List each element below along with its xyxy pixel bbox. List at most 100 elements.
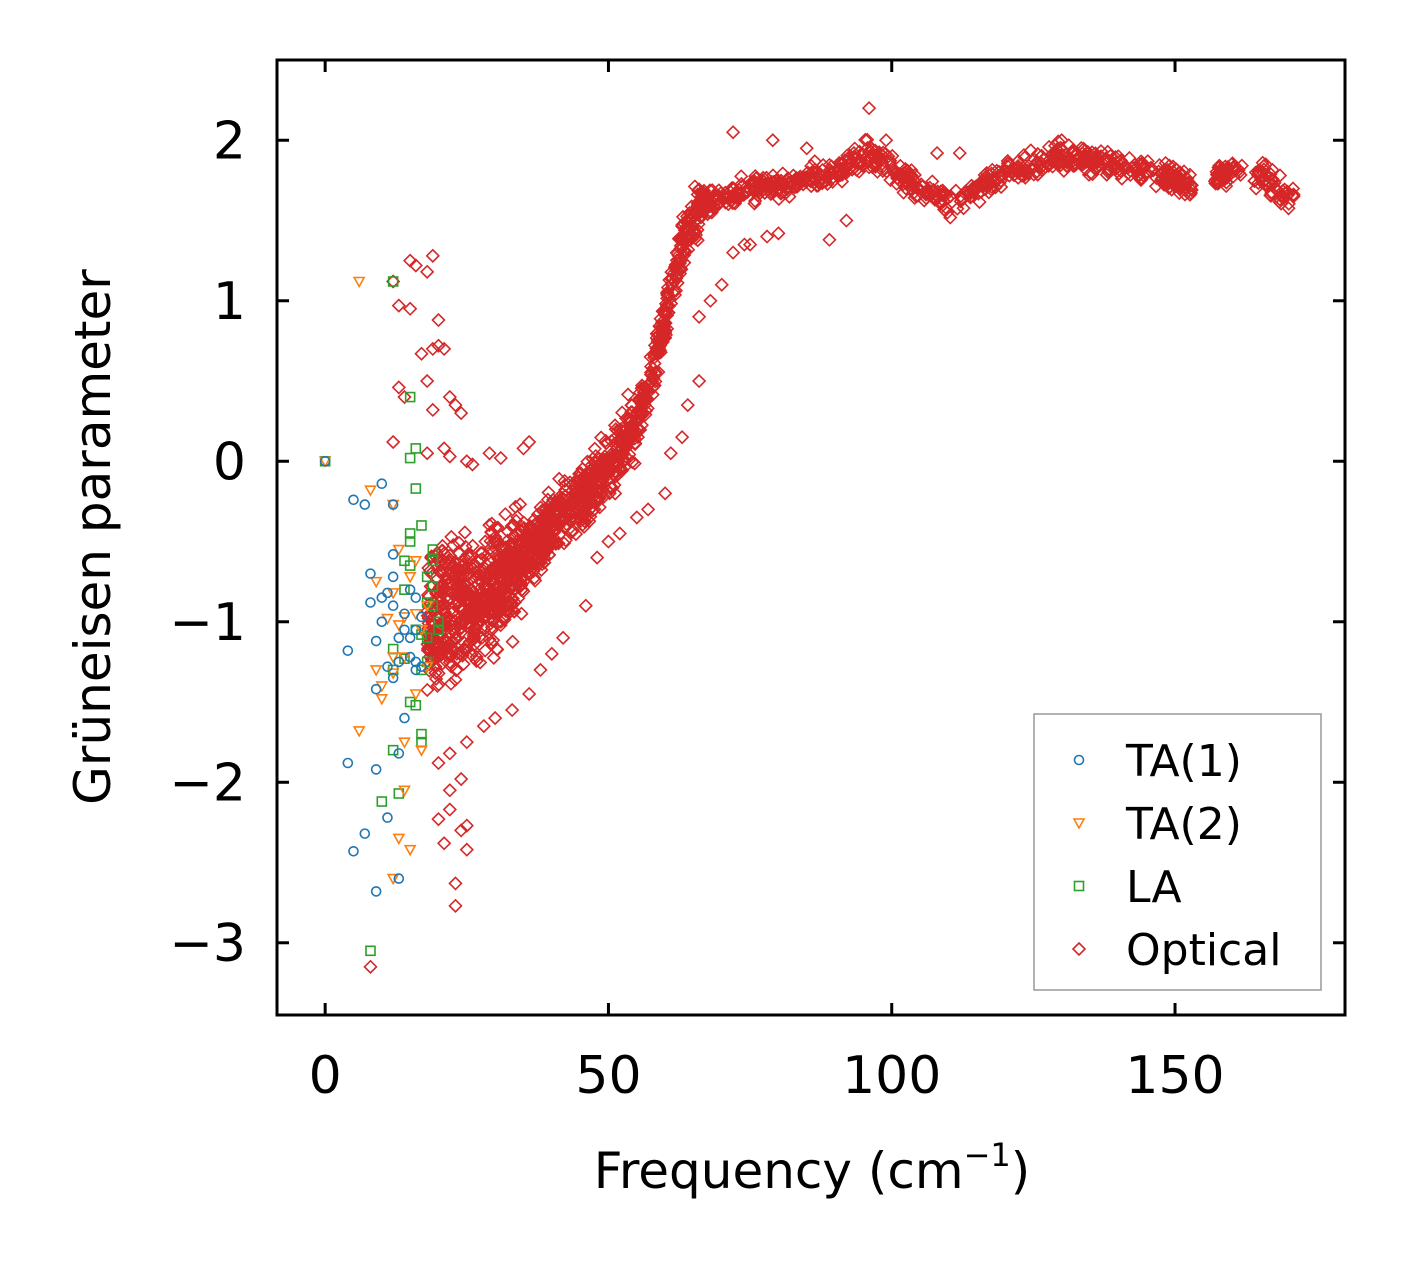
optical-point xyxy=(771,226,786,241)
optical-point xyxy=(425,402,440,418)
optical-point xyxy=(620,429,635,444)
ta1-point xyxy=(387,600,399,612)
la-point xyxy=(404,391,416,403)
optical-point xyxy=(789,179,805,194)
optical-point xyxy=(842,152,857,167)
optical-point xyxy=(774,185,790,200)
optical-point xyxy=(470,618,485,633)
optical-point xyxy=(583,466,599,481)
optical-point xyxy=(1217,167,1233,182)
optical-point xyxy=(490,565,505,580)
optical-point xyxy=(1048,148,1064,163)
optical-point xyxy=(623,415,638,430)
optical-point xyxy=(514,606,529,621)
legend-label: LA xyxy=(1126,862,1182,913)
optical-point xyxy=(1229,160,1245,176)
ta1-point xyxy=(410,624,422,636)
optical-point xyxy=(787,180,802,195)
optical-point xyxy=(875,163,890,179)
optical-point xyxy=(490,533,505,549)
optical-point xyxy=(516,515,532,530)
optical-point xyxy=(497,549,512,564)
y-tick-label: 0 xyxy=(213,432,246,492)
optical-point xyxy=(711,191,726,207)
legend-item-optical: Optical xyxy=(1071,925,1281,976)
ta2-point xyxy=(369,576,383,589)
ta2-point xyxy=(352,726,366,738)
optical-point xyxy=(858,132,873,147)
optical-point xyxy=(981,185,997,200)
optical-point xyxy=(624,398,639,413)
ta2-point xyxy=(386,588,400,600)
optical-point xyxy=(692,199,707,215)
optical-point xyxy=(618,439,633,454)
optical-point xyxy=(493,572,508,587)
optical-point xyxy=(498,507,513,522)
optical-point xyxy=(724,180,740,196)
optical-point xyxy=(816,157,831,173)
optical-point xyxy=(1111,149,1126,164)
optical-point xyxy=(815,176,830,191)
optical-point xyxy=(1030,146,1045,162)
optical-point xyxy=(725,245,741,260)
ta2-point xyxy=(386,873,400,886)
optical-point xyxy=(943,210,958,225)
optical-point xyxy=(607,464,622,479)
optical-point xyxy=(972,194,987,210)
optical-point xyxy=(725,125,741,140)
optical-point xyxy=(454,405,469,421)
optical-point xyxy=(1000,156,1015,171)
legend: TA(1) TA(2) LA Optical xyxy=(1033,713,1322,991)
optical-point xyxy=(479,584,494,599)
ta1-point xyxy=(393,656,405,668)
optical-point xyxy=(629,510,644,525)
optical-point xyxy=(442,627,457,642)
ta1-point xyxy=(348,845,359,857)
optical-point xyxy=(449,572,464,588)
optical-point xyxy=(1023,143,1039,158)
ta2-point xyxy=(420,600,434,613)
legend-marker xyxy=(1073,880,1085,892)
optical-point xyxy=(459,735,474,750)
optical-point xyxy=(680,397,695,413)
optical-point xyxy=(1286,189,1301,204)
optical-point xyxy=(643,349,658,365)
x-tick-label: 50 xyxy=(575,1046,641,1106)
optical-point xyxy=(557,498,572,514)
optical-point xyxy=(463,595,479,610)
ta1-point xyxy=(376,616,388,628)
optical-point xyxy=(839,213,854,228)
acoustic-series xyxy=(318,276,444,957)
optical-point xyxy=(585,478,601,494)
optical-point xyxy=(700,206,715,222)
ta2-point xyxy=(409,555,423,568)
optical-point xyxy=(580,454,595,469)
optical-point xyxy=(1135,168,1151,183)
optical-point xyxy=(403,301,418,316)
optical-point xyxy=(589,550,605,565)
optical-point xyxy=(451,535,467,551)
optical-point xyxy=(651,364,666,380)
ta2-point xyxy=(392,544,406,557)
optical-point xyxy=(591,490,606,505)
optical-point xyxy=(1051,134,1066,149)
optical-point xyxy=(527,573,543,588)
optical-point xyxy=(1149,170,1164,186)
ta2-point xyxy=(375,694,389,706)
ta2-point xyxy=(364,485,377,497)
optical-point xyxy=(521,686,537,702)
optical-point xyxy=(457,525,473,540)
optical-point xyxy=(963,185,978,200)
optical-point xyxy=(1182,167,1198,182)
optical-point xyxy=(985,162,1000,178)
optical-point xyxy=(431,812,446,827)
optical-point xyxy=(630,421,646,437)
optical-point xyxy=(480,578,495,593)
optical-point xyxy=(1224,157,1239,172)
la-point xyxy=(433,616,444,628)
optical-point xyxy=(984,182,999,197)
optical-point xyxy=(485,597,500,613)
ta1-point xyxy=(370,683,382,695)
optical-point xyxy=(551,490,566,506)
ta1-point xyxy=(342,645,354,656)
